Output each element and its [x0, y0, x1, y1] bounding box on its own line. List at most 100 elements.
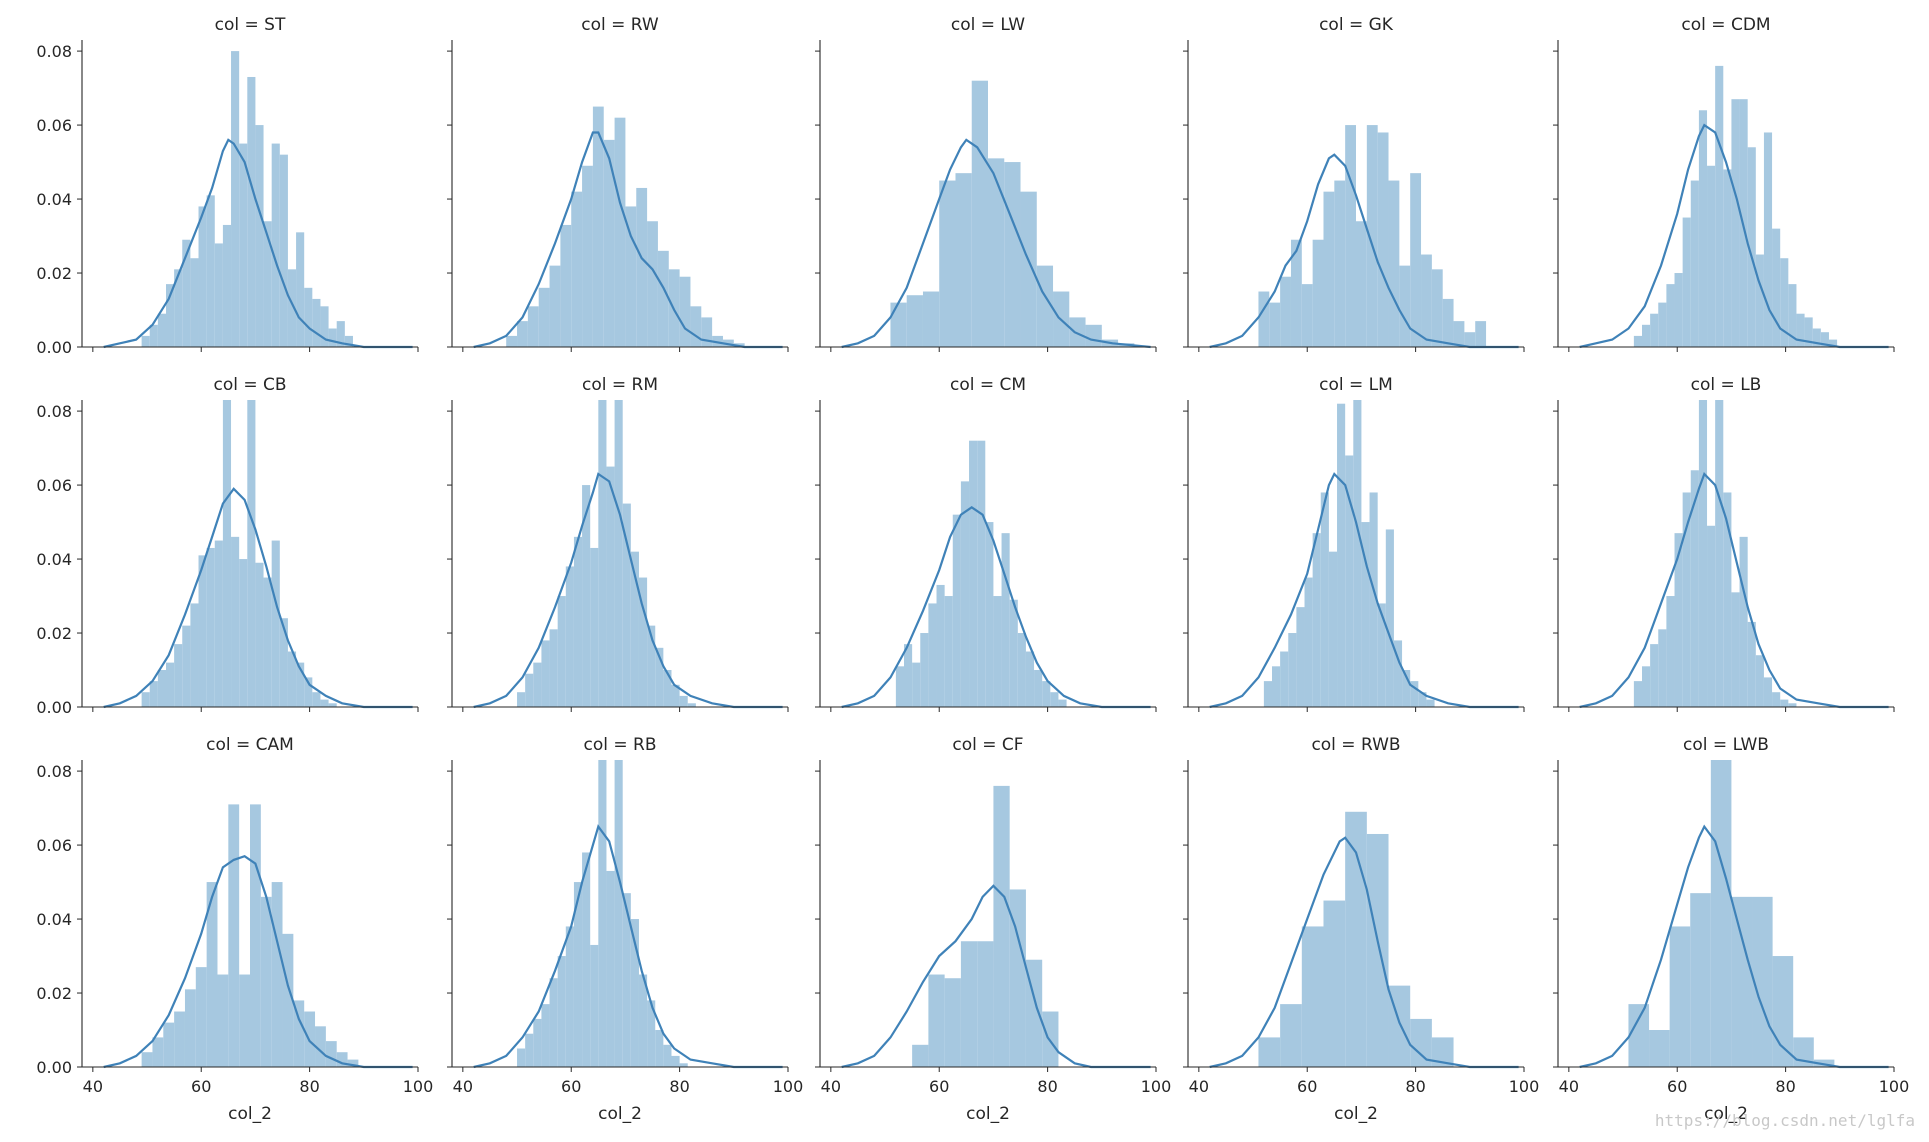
kde-curve: [841, 505, 1151, 709]
histogram-bar: [1009, 889, 1026, 1067]
histogram-bar: [912, 662, 921, 707]
histogram-bar: [271, 143, 280, 347]
histogram-bar: [638, 974, 648, 1067]
histogram-bar: [1323, 900, 1346, 1067]
histogram-bar: [336, 321, 345, 347]
histogram-bar: [936, 584, 945, 707]
histogram-bar: [614, 400, 623, 707]
histogram-bar: [671, 684, 680, 707]
histogram-bar: [614, 760, 623, 1067]
histogram-bar: [344, 335, 353, 347]
y-tick-label: 0.06: [36, 116, 72, 135]
histogram-bar: [912, 1044, 929, 1067]
histogram-bar: [1633, 681, 1642, 707]
histogram-bar: [1402, 670, 1411, 707]
kde-curve: [1579, 824, 1889, 1069]
histogram-bar: [630, 919, 639, 1067]
histogram-bar: [166, 662, 175, 707]
kde-curve: [103, 854, 413, 1069]
kde-curve: [1579, 123, 1889, 349]
histogram-bar: [1356, 221, 1367, 347]
histogram-bar: [1025, 651, 1035, 707]
histogram-bar: [255, 125, 264, 347]
histogram-bar: [1739, 536, 1748, 707]
histogram-bar: [214, 540, 223, 707]
histogram-bar: [622, 503, 631, 707]
x-tick-label: 60: [191, 1077, 211, 1096]
histogram-bar: [952, 514, 961, 707]
x-axis-label: col_2: [598, 1104, 642, 1124]
histogram-bar: [1780, 699, 1789, 707]
y-tick-label: 0.02: [36, 984, 72, 1003]
histogram-bar: [1658, 302, 1667, 347]
histogram-bar: [1421, 254, 1432, 347]
histogram-bar: [525, 1033, 534, 1067]
facet-title: col = GK: [1319, 15, 1394, 35]
histogram-bar: [971, 80, 988, 348]
histogram-bar: [1828, 339, 1838, 347]
histogram-bar: [174, 269, 183, 347]
histogram-bar: [657, 250, 669, 347]
histogram-bar: [1399, 265, 1411, 347]
histogram-bar: [287, 651, 297, 707]
histogram-bar: [1263, 681, 1272, 707]
histogram-bar: [157, 670, 166, 707]
histogram-bar: [1020, 191, 1037, 347]
y-tick-label: 0.00: [36, 338, 72, 357]
histogram-bar: [1752, 896, 1773, 1067]
histogram-bar: [1290, 239, 1302, 347]
kde-curve: [103, 138, 413, 349]
histogram-bar: [571, 191, 583, 347]
histogram-bar: [1633, 335, 1642, 347]
histogram-bar: [671, 1055, 680, 1067]
histogram-bar: [1393, 640, 1403, 707]
histogram-bar: [1366, 833, 1389, 1067]
x-tick-label: 80: [669, 1077, 689, 1096]
histogram-bar: [1682, 217, 1691, 347]
histogram-bar: [592, 106, 604, 348]
histogram-bar: [1258, 1037, 1281, 1067]
histogram-bar: [347, 1059, 359, 1067]
histogram-bar: [1280, 1004, 1302, 1067]
histogram-bar: [1723, 169, 1732, 347]
histogram-bar: [598, 760, 607, 1067]
histogram-bar: [565, 926, 574, 1067]
histogram-bar: [247, 76, 256, 348]
histogram-bar: [690, 306, 702, 347]
histogram-bar: [1001, 533, 1010, 707]
histogram-bar: [1304, 577, 1313, 707]
histogram-bar: [1475, 321, 1487, 347]
histogram-bar: [174, 644, 183, 707]
histogram-bar: [1377, 603, 1386, 707]
histogram-bar: [239, 559, 248, 707]
histogram-bar: [1369, 492, 1378, 707]
histogram-bar: [1715, 400, 1724, 707]
histogram-bar: [1453, 321, 1465, 347]
x-tick-label: 60: [561, 1077, 581, 1096]
histogram-bar: [517, 321, 528, 347]
histogram-bar: [939, 180, 956, 347]
histogram-bar: [1388, 180, 1400, 347]
histogram-bar: [293, 1000, 305, 1067]
histogram-bar: [549, 978, 558, 1067]
histogram-bar: [336, 1052, 348, 1067]
histogram-bar: [679, 1063, 688, 1067]
histogram-bar: [928, 974, 945, 1067]
histogram-bar: [174, 1011, 185, 1067]
histogram-bar: [557, 596, 566, 707]
histogram-bar: [1410, 1018, 1432, 1067]
histogram-bar: [1642, 324, 1651, 347]
kde-curve: [1209, 836, 1519, 1069]
histogram-bar: [582, 485, 591, 707]
histogram-bar: [279, 618, 288, 707]
histogram-bar: [1334, 180, 1346, 347]
histogram-bar: [1723, 492, 1732, 707]
histogram-bar: [1690, 470, 1699, 707]
histogram-bar: [1085, 324, 1102, 347]
x-tick-label: 100: [773, 1077, 804, 1096]
histogram-bar: [1674, 273, 1683, 347]
histogram-bar: [239, 974, 250, 1067]
x-tick-label: 60: [929, 1077, 949, 1096]
x-tick-label: 40: [83, 1077, 103, 1096]
histogram-bar: [1666, 596, 1675, 707]
